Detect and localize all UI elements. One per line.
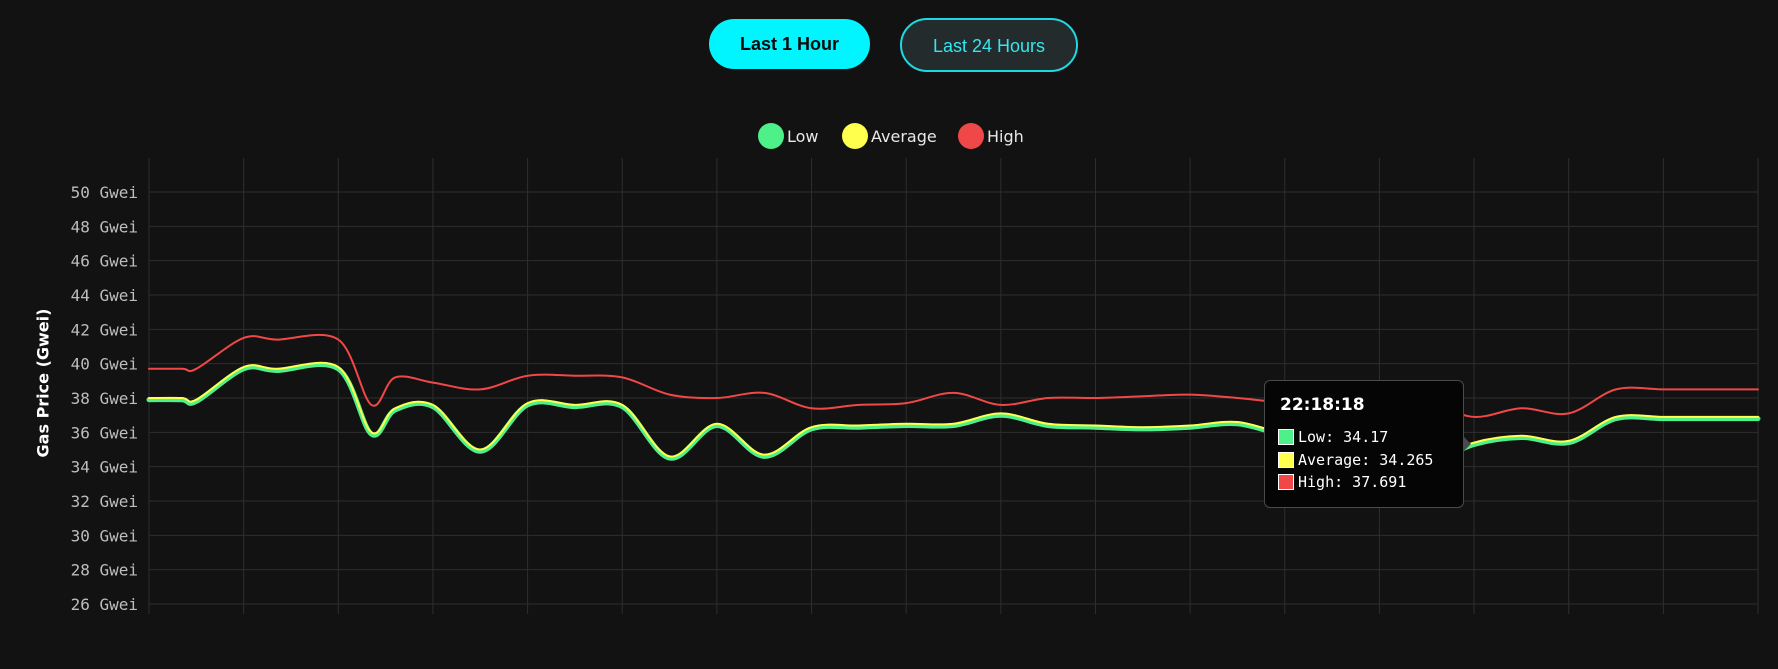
legend-swatch-low <box>758 123 784 149</box>
chart-legend: Low Average High <box>0 120 1778 152</box>
tooltip-time: 22:18:18 <box>1280 395 1365 415</box>
last-24-hours-button[interactable]: Last 24 Hours <box>900 18 1078 72</box>
series-line-low <box>146 362 1761 466</box>
time-range-selector: Last 1 Hour Last 24 Hours <box>0 18 1778 75</box>
legend-label-low: Low <box>787 127 819 146</box>
y-tick-label: 44 Gwei <box>71 286 138 305</box>
y-tick-label: 28 Gwei <box>71 561 138 580</box>
tooltip-value-high: High: 37.691 <box>1298 473 1407 491</box>
y-tick-label: 32 Gwei <box>71 492 138 511</box>
tooltip-pointer <box>1463 436 1471 452</box>
tooltip-value-average: Average: 34.265 <box>1298 451 1434 469</box>
legend-label-high: High <box>987 127 1024 146</box>
legend-label-average: Average <box>871 127 937 146</box>
data-tooltip: 22:18:18 Low: 34.17 Average: 34.265 High… <box>1264 380 1464 508</box>
legend-swatch-high <box>958 123 984 149</box>
tooltip-swatch-high <box>1278 474 1294 490</box>
last-1-hour-button[interactable]: Last 1 Hour <box>709 19 870 69</box>
y-tick-label: 38 Gwei <box>71 389 138 408</box>
tooltip-swatch-average <box>1278 452 1294 468</box>
y-tick-label: 34 Gwei <box>71 458 138 477</box>
y-tick-label: 26 Gwei <box>71 595 138 614</box>
y-tick-label: 42 Gwei <box>71 320 138 339</box>
tooltip-value-low: Low: 34.17 <box>1298 428 1389 446</box>
y-tick-label: 48 Gwei <box>71 217 138 236</box>
series-line-average <box>148 361 1759 464</box>
series-line-high <box>148 333 1759 418</box>
legend-swatch-average <box>842 123 868 149</box>
y-tick-label: 40 Gwei <box>71 355 138 374</box>
y-tick-label: 50 Gwei <box>71 183 138 202</box>
y-tick-label: 30 Gwei <box>71 526 138 545</box>
tooltip-swatch-low <box>1278 429 1294 445</box>
y-tick-label: 46 Gwei <box>71 252 138 271</box>
y-tick-label: 36 Gwei <box>71 423 138 442</box>
